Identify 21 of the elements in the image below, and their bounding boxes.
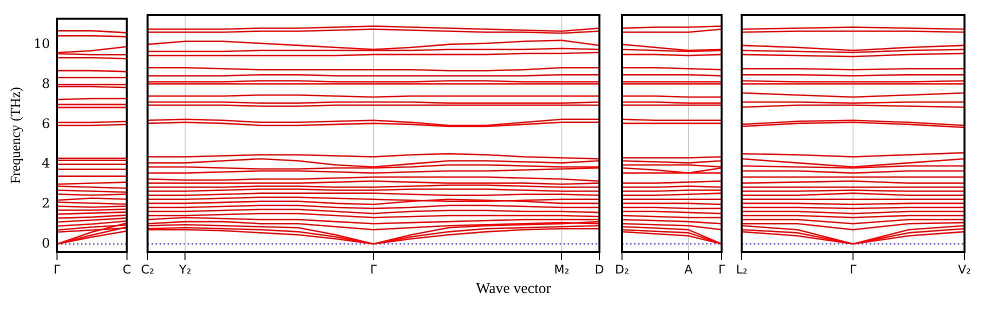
x-tick-label: V₂ — [958, 262, 972, 276]
y-tick-label: 10 — [33, 37, 50, 52]
y-tick-label: 4 — [42, 156, 50, 172]
x-tick-label: Γ — [370, 262, 378, 276]
x-tick-label: C₂ — [140, 262, 154, 276]
x-tick-label: Γ — [54, 262, 61, 276]
x-axis-title: Wave vector — [475, 281, 552, 298]
x-tick-label: C — [122, 262, 132, 276]
x-tick-label: D₂ — [614, 262, 630, 276]
x-tick-label: Γ — [718, 262, 726, 276]
y-tick-label: 8 — [42, 76, 50, 92]
x-tick-label: M₂ — [554, 262, 570, 276]
x-tick-label: A — [684, 262, 694, 276]
x-tick-label: Γ — [850, 262, 857, 276]
y-tick-label: 2 — [42, 196, 50, 212]
y-tick-label: 0 — [42, 236, 50, 252]
x-tick-label: Y₂ — [178, 262, 192, 276]
x-tick-label: D — [594, 262, 604, 276]
x-tick-label: L₂ — [736, 262, 748, 276]
y-axis-title: Frequency (THz) — [9, 86, 24, 184]
y-tick-label: 6 — [42, 116, 50, 132]
